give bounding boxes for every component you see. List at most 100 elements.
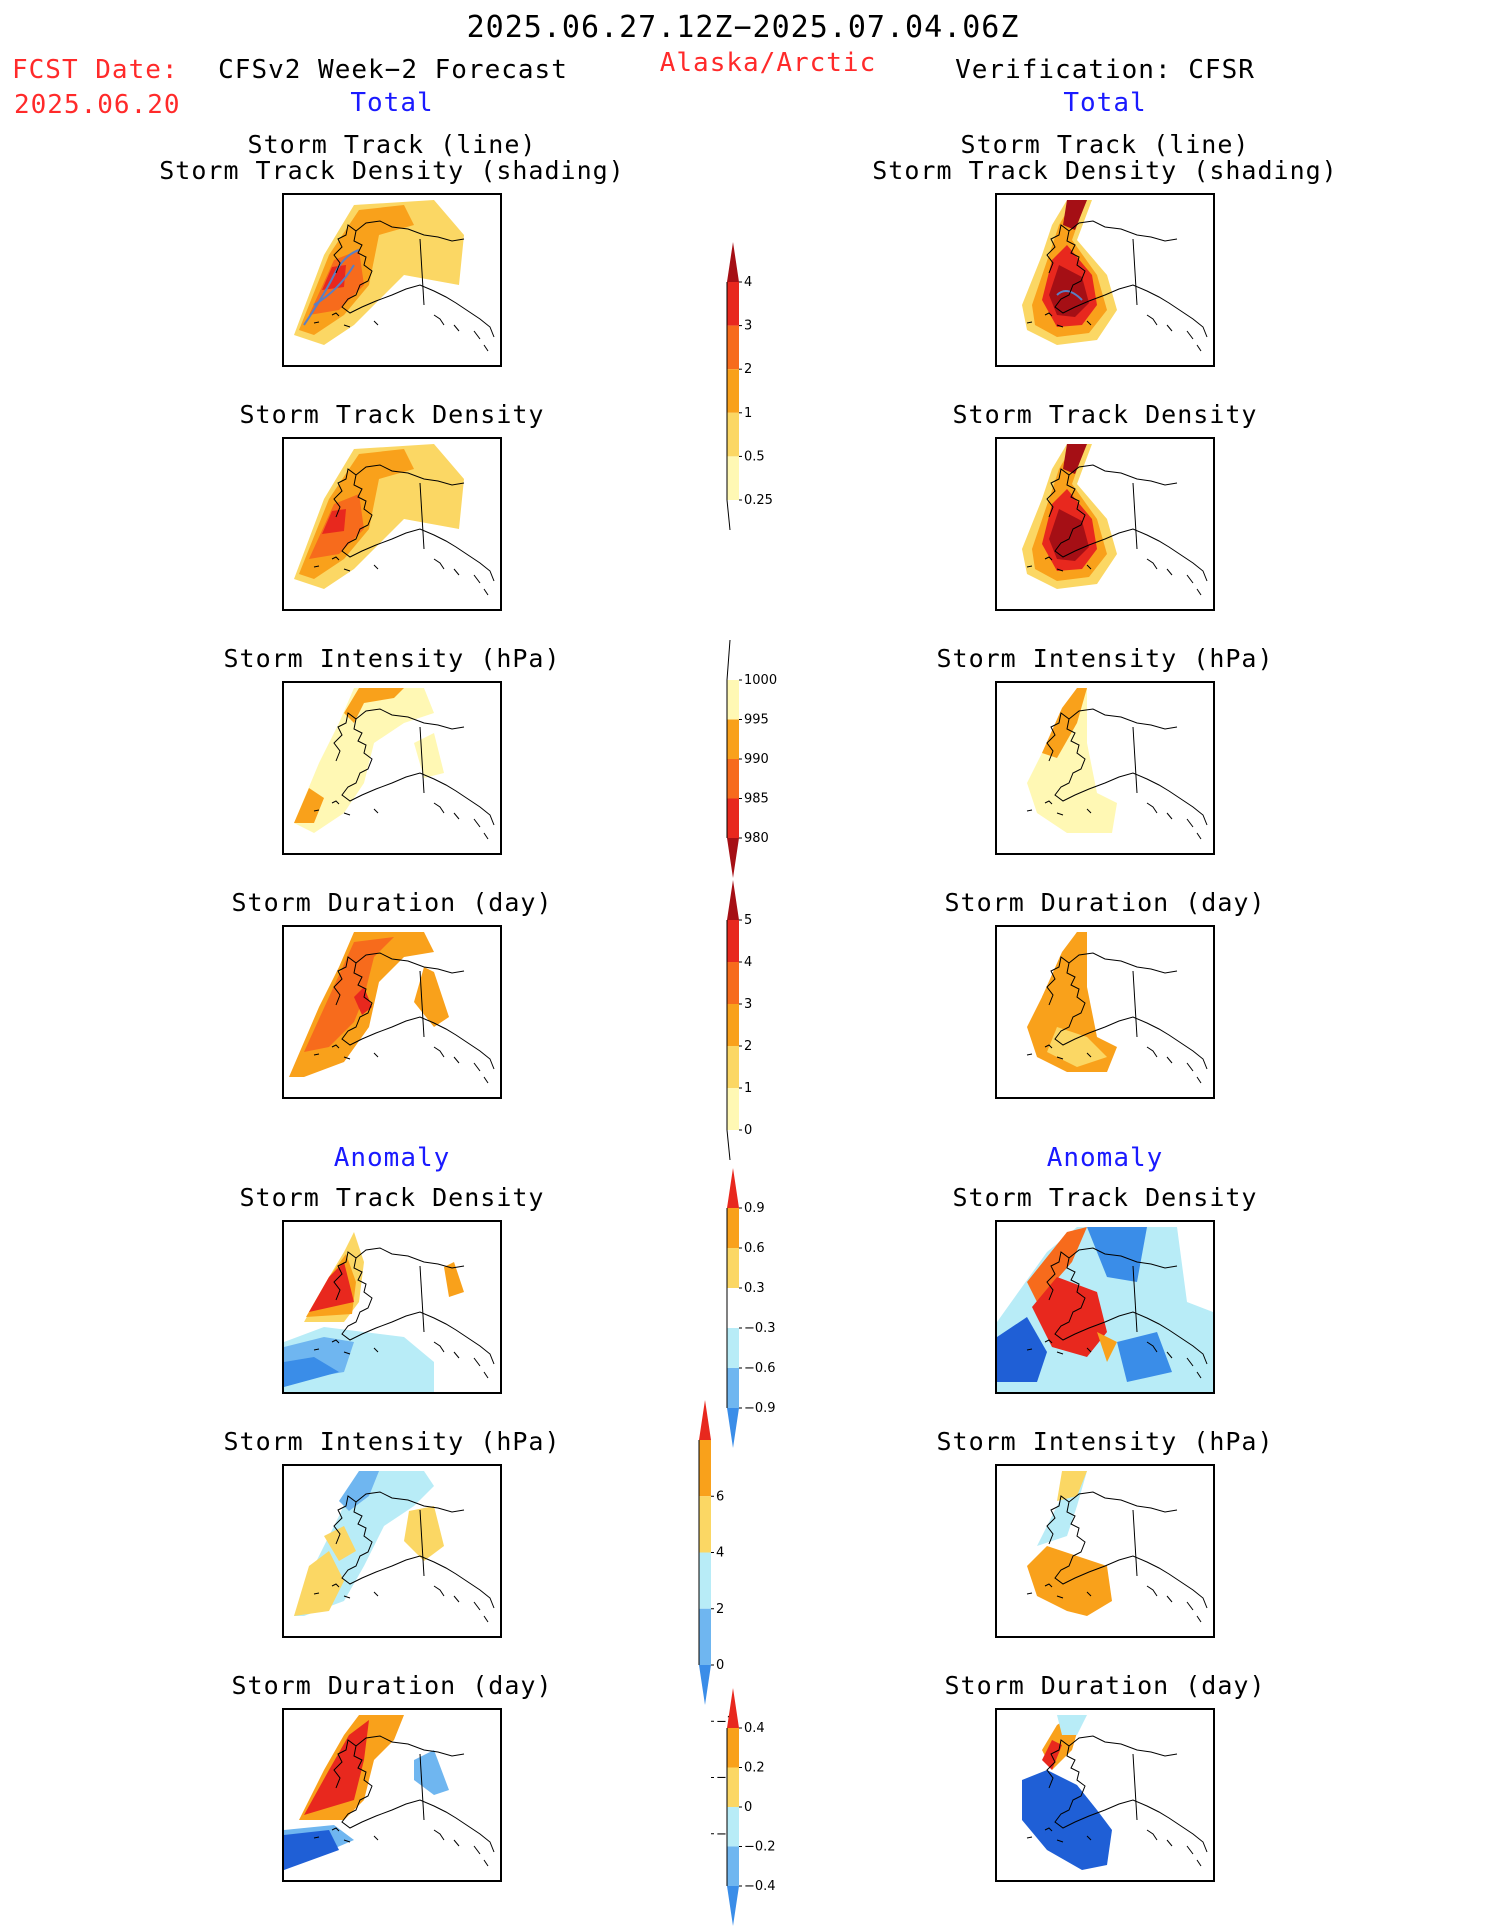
colorbar-bin (727, 1046, 739, 1088)
island (373, 320, 379, 326)
border-line (419, 482, 425, 550)
colorbar-bin (727, 1004, 739, 1046)
r-duration-map (995, 925, 1215, 1099)
l-intensity-map (282, 681, 502, 855)
l-anom-intensity-title: Storm Intensity (hPa) (223, 1427, 561, 1456)
shading (1032, 1277, 1107, 1357)
island (1146, 558, 1158, 570)
colorbar-tail (726, 1129, 731, 1161)
shading (404, 1506, 444, 1561)
island (1196, 1076, 1202, 1084)
island (1086, 1835, 1092, 1841)
island (1044, 1583, 1053, 1588)
arctic-coast (355, 708, 465, 730)
border-line (419, 970, 425, 1038)
shading (414, 967, 449, 1027)
l-track-title-1: Storm Track (line) (247, 130, 537, 159)
island (1086, 808, 1092, 814)
island (1044, 556, 1053, 561)
island (483, 1371, 489, 1379)
l-duration-title: Storm Duration (day) (231, 888, 553, 917)
colorbar-bin (727, 1728, 739, 1768)
colorbar-tick-label: 6 (716, 1489, 724, 1504)
border-line (1132, 1753, 1138, 1821)
shading (1087, 1227, 1147, 1282)
colorbar-tick-label: −0.2 (744, 1840, 776, 1855)
island (1026, 1348, 1033, 1351)
arctic-coast (355, 220, 465, 242)
border-line (419, 238, 425, 306)
coastline (333, 712, 495, 826)
shading (1063, 200, 1087, 230)
colorbar-intensity: 1000 995 990 985 980 (722, 639, 802, 885)
shading (294, 688, 434, 833)
colorbar-tick-label: −0.3 (744, 1321, 776, 1336)
island (1166, 812, 1173, 820)
colorbar-tick-label: −0.9 (744, 1401, 776, 1416)
island (1166, 324, 1173, 332)
coastline (333, 468, 495, 582)
island (473, 1845, 481, 1855)
colorbar-bin (727, 412, 739, 457)
island (1166, 568, 1173, 576)
island (1026, 1836, 1033, 1839)
shading (322, 509, 346, 534)
l-anom-density-map (282, 1220, 502, 1394)
r-intensity-map (995, 681, 1215, 855)
colorbar-top-triangle (727, 1168, 739, 1208)
island (1044, 1827, 1053, 1832)
colorbar-tick-label: 0.3 (744, 1281, 765, 1296)
right-total-label: Total (1063, 88, 1147, 118)
colorbar-bottom-triangle (727, 1408, 739, 1448)
colorbar-bin (699, 1496, 711, 1553)
island (1086, 564, 1092, 570)
coastline (1046, 224, 1208, 338)
coastline (1046, 1495, 1208, 1609)
island (453, 1351, 460, 1359)
colorbar-tick-label: 0.4 (744, 1721, 765, 1736)
border-line (1132, 238, 1138, 306)
shading (344, 688, 404, 723)
colorbar-top-triangle (727, 880, 739, 920)
colorbar-bin (699, 1440, 711, 1497)
island (453, 568, 460, 576)
colorbar-tick-label: 2 (744, 1039, 752, 1054)
colorbar-tick-label: 1 (744, 406, 752, 421)
island (373, 1591, 379, 1597)
arctic-coast (1068, 1735, 1178, 1757)
colorbar-tick-label: 0.6 (744, 1241, 765, 1256)
island (453, 324, 460, 332)
island (1056, 568, 1064, 572)
island (1196, 832, 1202, 840)
island (1186, 818, 1194, 828)
shading (1022, 1770, 1112, 1870)
colorbar-tick-label: 2 (744, 362, 752, 377)
island (433, 802, 445, 814)
region-title: Alaska/Arctic (659, 48, 877, 78)
storm-track-line (1056, 290, 1083, 301)
colorbar-tick-label: 985 (744, 792, 769, 807)
colorbar-anom-intensity: 6 4 2 0 −2 −4 −6 (694, 1400, 774, 1842)
colorbar-anom-density: 0.9 0.6 0.3 −0.3 −0.6 −0.9 (722, 1168, 802, 1448)
island (343, 1595, 351, 1599)
right-anomaly-label: Anomaly (1046, 1143, 1164, 1173)
island (473, 1062, 481, 1072)
colorbar-tick-label: 0.2 (744, 1761, 765, 1776)
island (1044, 1339, 1053, 1344)
colorbar-bin (727, 1328, 739, 1368)
arctic-coast (355, 1735, 465, 1757)
colorbar-tick-label: 4 (716, 1546, 724, 1561)
island (1026, 1053, 1033, 1056)
shading (1049, 509, 1089, 561)
shading (284, 1830, 339, 1870)
shading (444, 1262, 464, 1297)
colorbar-bottom-triangle (699, 1665, 711, 1705)
island (1146, 1829, 1158, 1841)
colorbar-bin (727, 680, 739, 720)
shading (284, 1357, 339, 1387)
island (1146, 1046, 1158, 1058)
island (433, 1046, 445, 1058)
island (483, 1615, 489, 1623)
colorbar-tick-label: 0 (744, 1800, 752, 1815)
island (1044, 1044, 1053, 1049)
